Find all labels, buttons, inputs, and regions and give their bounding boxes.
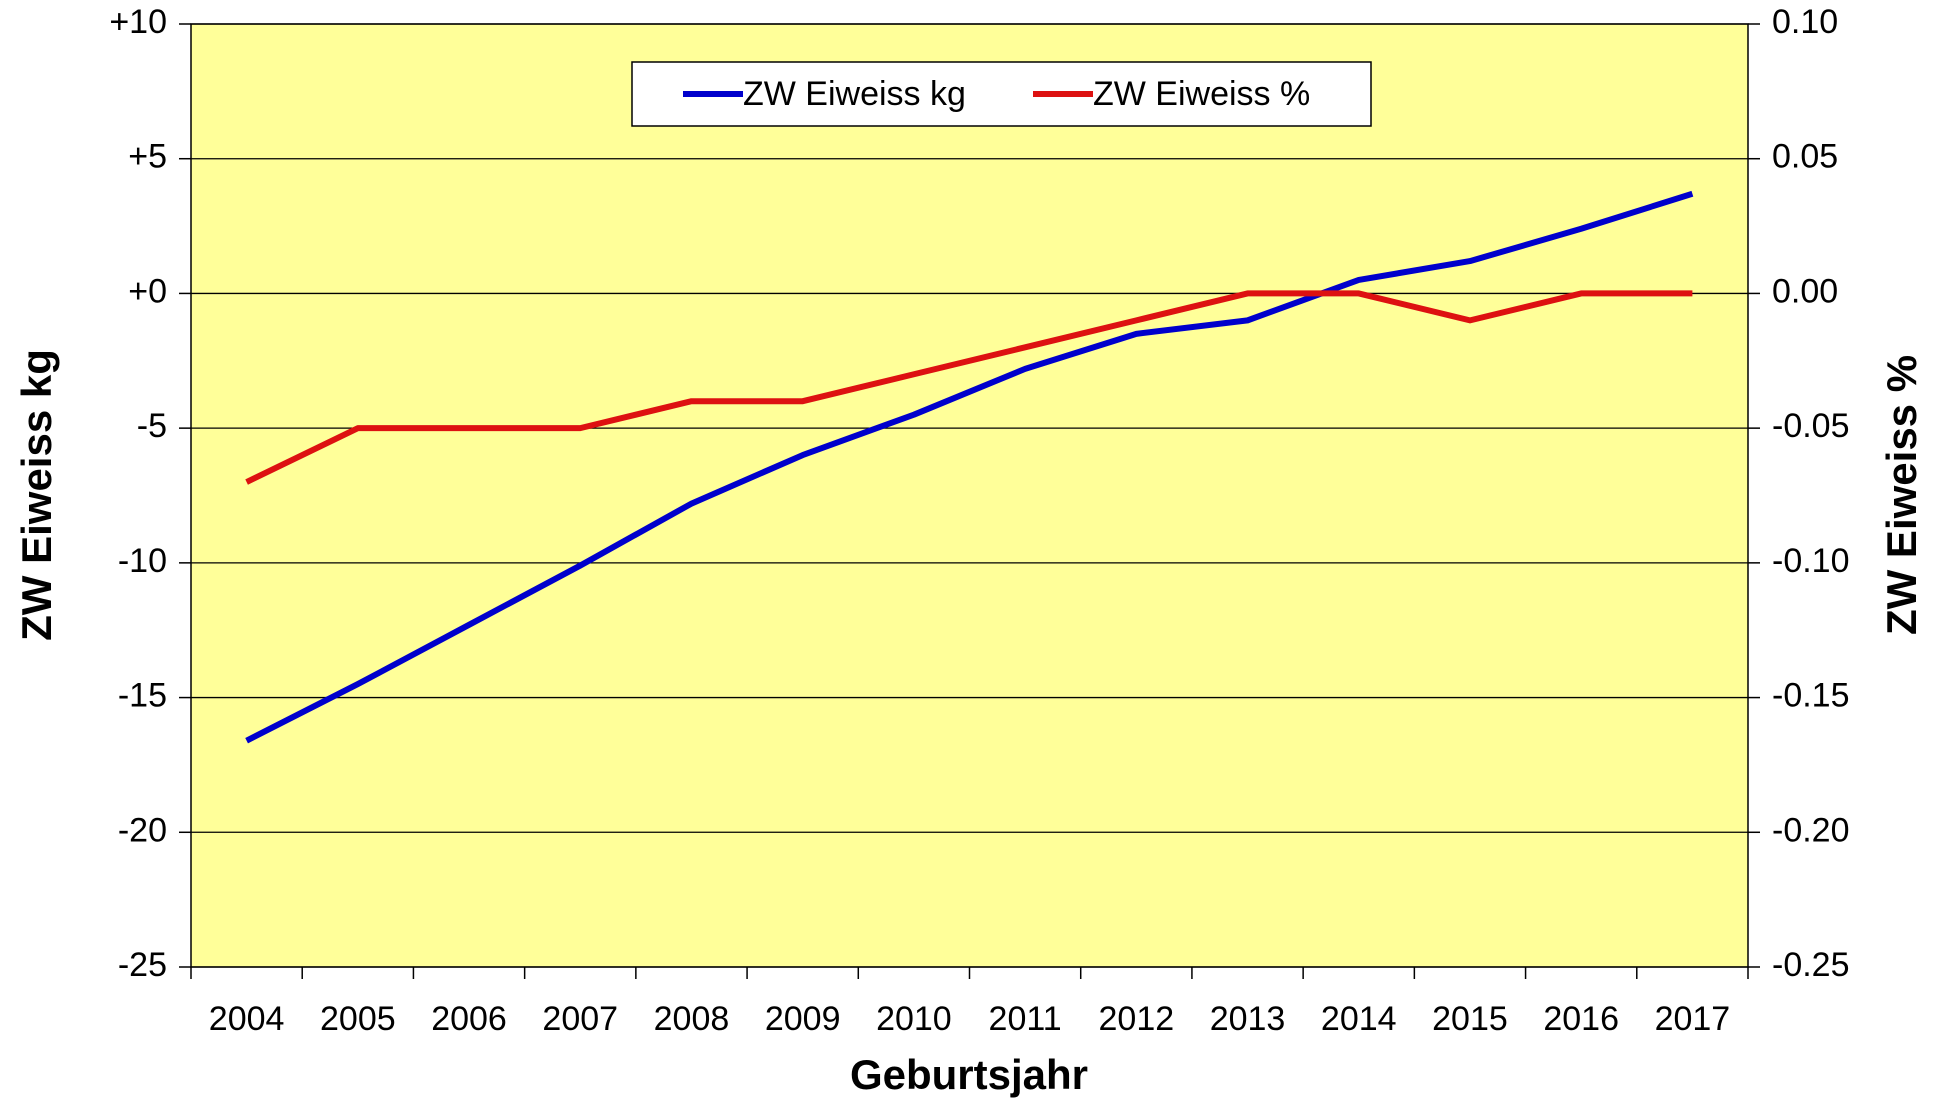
x-tick-label: 2012	[1099, 1000, 1175, 1038]
y2-tick-label: -0.10	[1772, 542, 1850, 580]
y2-tick-label: 0.10	[1772, 3, 1838, 41]
x-tick-label: 2006	[431, 1000, 507, 1038]
x-tick-label: 2016	[1543, 1000, 1619, 1038]
y-tick-label: -5	[137, 407, 167, 445]
y-tick-label: +10	[109, 3, 167, 41]
x-tick-label: 2010	[876, 1000, 952, 1038]
legend-label: ZW Eiweiss %	[1093, 75, 1310, 113]
y2-tick-label: 0.00	[1772, 272, 1838, 310]
series-line	[245, 190, 1694, 744]
y-axis-title: ZW Eiweiss kg	[13, 349, 60, 641]
y2-axis-title: ZW Eiweiss %	[1878, 355, 1925, 635]
y2-tick-label: -0.15	[1772, 677, 1850, 715]
y-tick-label: -10	[118, 542, 167, 580]
y-tick-label: +0	[128, 272, 167, 310]
y2-tick-label: -0.05	[1772, 407, 1850, 445]
x-tick-label: 2004	[209, 1000, 285, 1038]
y-tick-label: +5	[128, 138, 167, 176]
y2-tick-label: -0.20	[1772, 811, 1850, 849]
x-tick-label: 2009	[765, 1000, 841, 1038]
plot-area	[191, 24, 1748, 967]
x-tick-label: 2017	[1655, 1000, 1731, 1038]
y-tick-label: -15	[118, 677, 167, 715]
x-axis-title: Geburtsjahr	[850, 1051, 1088, 1098]
x-tick-label: 2008	[654, 1000, 730, 1038]
x-tick-label: 2015	[1432, 1000, 1508, 1038]
y2-tick-label: 0.05	[1772, 138, 1838, 176]
y2-tick-label: -0.25	[1772, 946, 1850, 984]
x-tick-label: 2013	[1210, 1000, 1286, 1038]
x-tick-label: 2011	[989, 1000, 1062, 1038]
x-tick-label: 2005	[320, 1000, 396, 1038]
x-tick-label: 2014	[1321, 1000, 1397, 1038]
y-tick-label: -25	[118, 946, 167, 984]
legend-label: ZW Eiweiss kg	[743, 75, 966, 113]
legend-box	[631, 61, 1372, 127]
series-line	[245, 290, 1693, 485]
y-tick-label: -20	[118, 811, 167, 849]
x-tick-label: 2007	[542, 1000, 618, 1038]
